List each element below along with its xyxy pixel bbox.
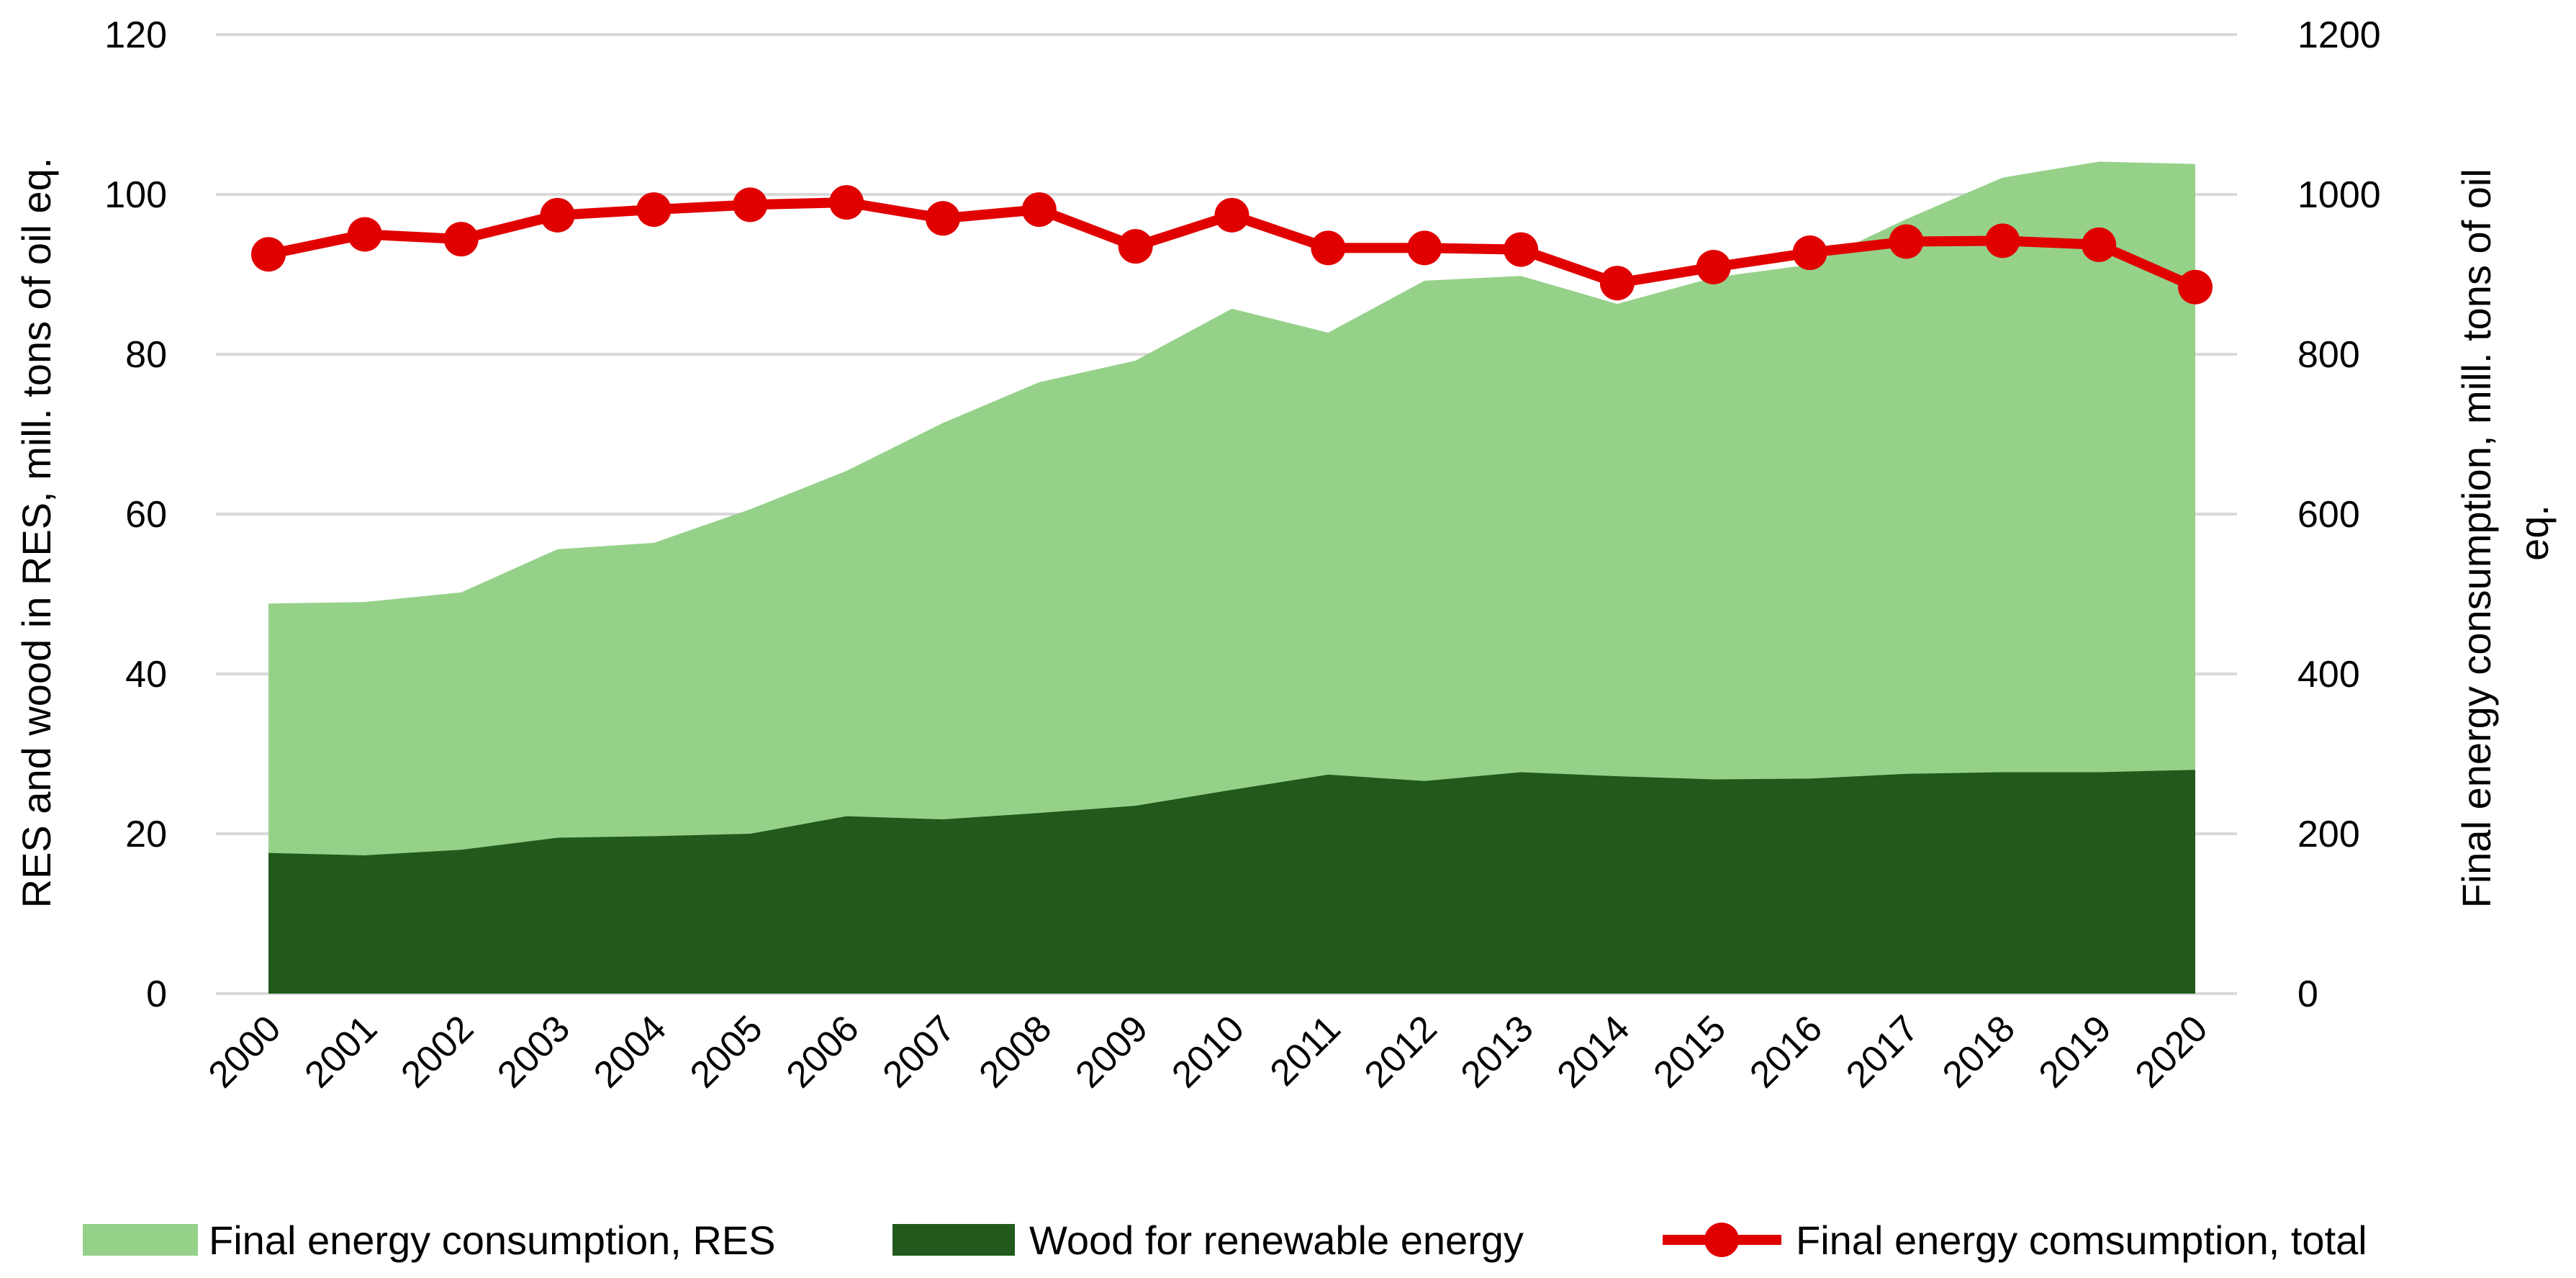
legend-swatch-wood: [892, 1224, 1015, 1256]
x-tick-label: 2004: [586, 1007, 674, 1096]
left-tick-label: 60: [125, 494, 167, 536]
right-tick-label: 600: [2297, 494, 2360, 536]
right-tick-label: 800: [2297, 334, 2360, 376]
x-tick-label: 2001: [297, 1007, 386, 1096]
total-point: [925, 201, 960, 236]
right-axis-ticks: 0 200 400 600 800 1000 1200: [2297, 14, 2381, 1015]
total-line-series: [251, 185, 2213, 305]
x-tick-label: 2003: [489, 1007, 578, 1096]
x-tick-label: 2009: [1067, 1007, 1156, 1096]
total-point: [1889, 224, 1924, 259]
legend-label-res: Final energy consumption, RES: [209, 1218, 776, 1263]
x-tick-label: 2018: [1935, 1007, 2023, 1096]
legend-label-total: Final energy comsumption, total: [1796, 1218, 2367, 1263]
total-point: [1696, 250, 1731, 285]
x-tick-label: 2017: [1838, 1007, 1927, 1096]
x-tick-label: 2015: [1645, 1007, 1734, 1096]
total-point: [1792, 235, 1827, 271]
x-tick-label: 2019: [2031, 1007, 2120, 1096]
x-tick-label: 2005: [682, 1007, 771, 1096]
total-point: [1118, 229, 1153, 264]
x-tick-label: 2016: [1742, 1007, 1830, 1096]
x-tick-label: 2020: [2128, 1007, 2216, 1096]
total-point: [2082, 227, 2117, 262]
x-tick-label: 2006: [779, 1007, 867, 1096]
right-axis-title-line-2: eq.: [2511, 505, 2557, 561]
right-tick-label: 1200: [2297, 14, 2381, 56]
total-point: [636, 192, 672, 228]
legend-marker-total: [1704, 1223, 1739, 1257]
right-tick-label: 0: [2297, 973, 2318, 1015]
total-point: [1985, 223, 2020, 258]
left-axis-title: RES and wood in RES, mill. tons of oil e…: [14, 158, 59, 909]
x-tick-label: 2010: [1164, 1007, 1252, 1096]
wood-area: [268, 770, 2195, 994]
left-tick-label: 80: [125, 334, 167, 376]
right-tick-label: 400: [2297, 654, 2360, 696]
total-point: [540, 197, 575, 233]
total-point: [251, 237, 286, 272]
total-point: [1021, 192, 1057, 228]
legend-swatch-res: [83, 1224, 198, 1256]
x-tick-label: 2014: [1550, 1007, 1638, 1096]
total-point: [1599, 266, 1635, 301]
left-tick-label: 40: [125, 654, 167, 696]
right-axis-title: Final energy consumption, mill. tons of …: [2454, 158, 2557, 909]
total-point: [733, 187, 768, 222]
right-tick-label: 200: [2297, 814, 2360, 855]
total-point: [1214, 197, 1249, 233]
total-point: [1504, 232, 1539, 267]
total-point: [1407, 230, 1442, 266]
left-tick-label: 0: [146, 973, 167, 1015]
legend-label-wood: Wood for renewable energy: [1029, 1218, 1524, 1263]
total-point: [347, 217, 382, 252]
x-tick-label: 2007: [875, 1007, 964, 1096]
x-tick-label: 2012: [1357, 1007, 1445, 1096]
left-axis-ticks: 0 20 40 60 80 100 120: [104, 14, 167, 1015]
right-tick-label: 1000: [2297, 174, 2381, 216]
x-tick-label: 2013: [1453, 1007, 1542, 1096]
x-tick-label: 2002: [393, 1007, 482, 1096]
x-axis-ticks: 2000 2001 2002 2003 2004 2005 2006 2007 2008 2009…: [201, 1007, 2216, 1096]
x-tick-label: 2000: [201, 1007, 289, 1096]
wood-area-series: [268, 770, 2195, 994]
total-point: [829, 185, 864, 220]
x-tick-label: 2008: [971, 1007, 1059, 1096]
left-tick-label: 120: [104, 14, 167, 56]
left-tick-label: 20: [125, 814, 167, 855]
total-point: [1311, 230, 1346, 266]
right-axis-title-line-1: Final energy consumption, mill. tons of …: [2454, 168, 2499, 908]
left-tick-label: 100: [104, 174, 167, 216]
total-point: [2178, 269, 2213, 305]
x-tick-label: 2011: [1262, 1007, 1349, 1094]
legend: Final energy consumption, RES Wood for r…: [83, 1218, 2367, 1263]
total-point: [443, 222, 479, 257]
